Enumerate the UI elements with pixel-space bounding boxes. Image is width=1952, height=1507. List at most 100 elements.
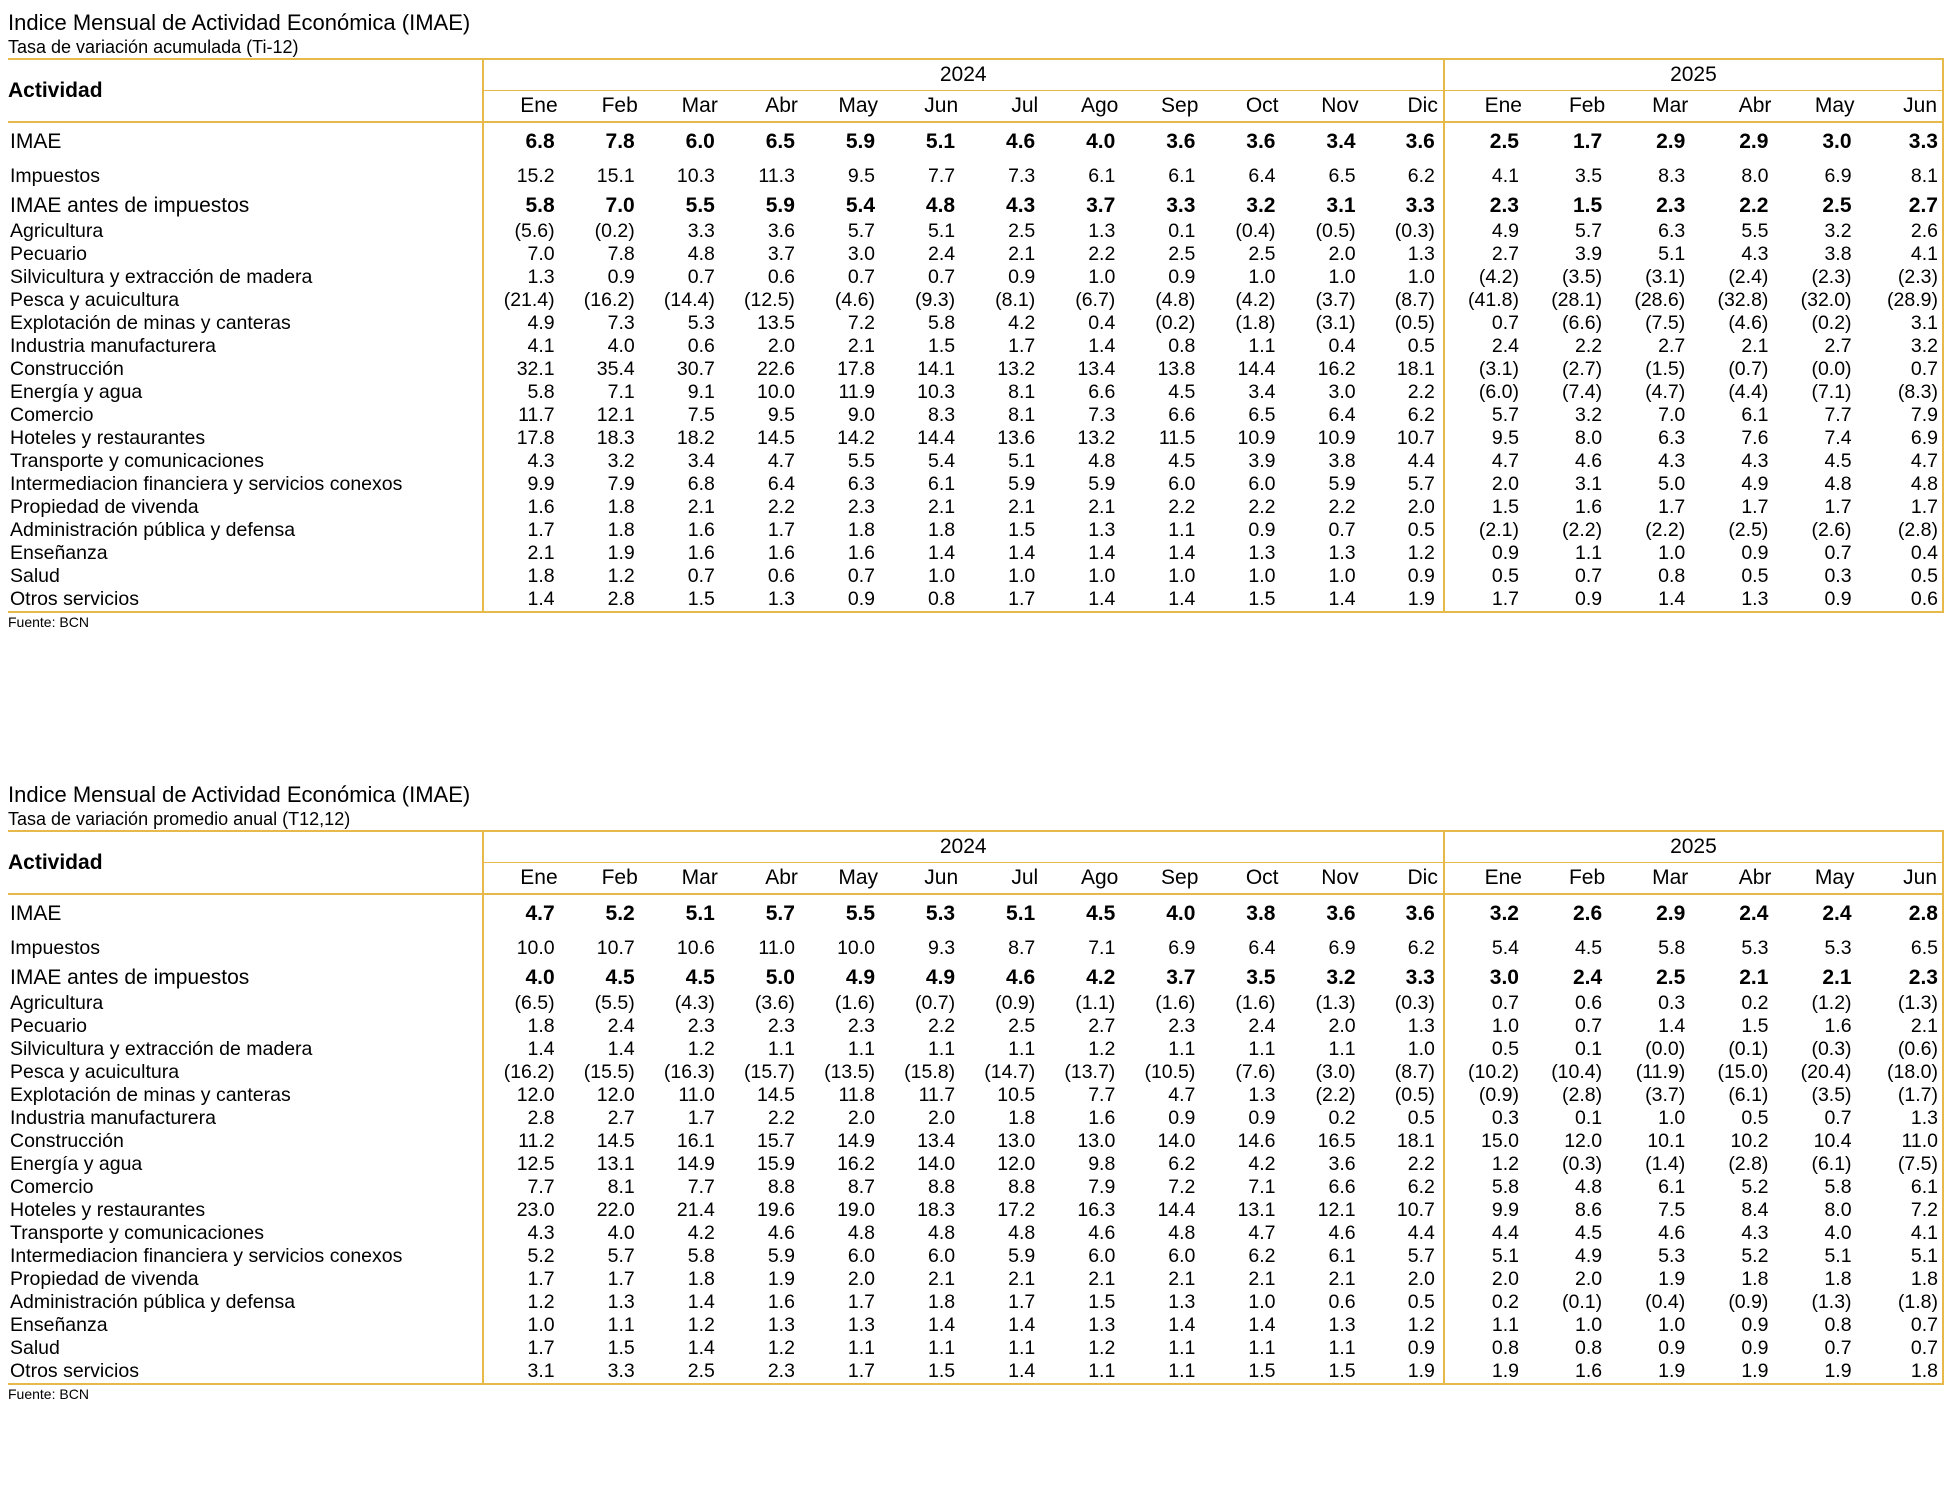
cell-2025: (0.9)	[1442, 1084, 1527, 1107]
cell-2024: 4.8	[928, 1222, 956, 1244]
month-header-2025: May	[1776, 862, 1860, 895]
cell-2024: 6.2	[1407, 936, 1435, 959]
table-row: IMAE 6.8 7.8 6.0 6.5 5.9 5.1 4.6 4.0 3.6 3.6 3.4 3.6…	[8, 122, 1945, 160]
month-header-2024: Jul	[963, 862, 1044, 895]
cell-2025: 1.1	[1575, 542, 1603, 564]
cell-2024: 10.0	[481, 932, 563, 964]
row-label: Propiedad de vivenda	[10, 1268, 199, 1290]
cell-2024: 5.3	[687, 312, 715, 334]
row-label: Agricultura	[10, 992, 104, 1014]
cell-2024: 5.5	[685, 194, 715, 217]
cell-2025: 2.6	[1572, 901, 1603, 925]
cell-2024: (14.4)	[663, 289, 715, 311]
cell-2025: 2.6	[1859, 220, 1945, 243]
cell-2024: 2.8	[562, 588, 643, 613]
cell-2025: (7.4)	[1562, 381, 1603, 403]
cell-2024: 1.4	[1168, 542, 1196, 564]
cell-2024: 3.7	[1086, 194, 1116, 217]
cell-2024: 3.0	[1328, 381, 1356, 403]
cell-2025: 3.5	[1575, 164, 1603, 187]
cell-2024: 2.1	[1248, 1268, 1276, 1290]
cell-2025: 1.7	[1658, 496, 1686, 518]
cell-2024: 4.7	[481, 894, 563, 932]
cell-2024: 0.6	[767, 565, 795, 587]
cell-2024: 5.9	[1008, 473, 1036, 495]
cell-2025: 4.0	[1824, 1222, 1852, 1244]
cell-2024: 4.0	[607, 1222, 635, 1244]
row-label: IMAE antes de impuestos	[10, 194, 250, 217]
cell-2024: (6.5)	[481, 992, 563, 1015]
cell-2024: (8.7)	[1394, 1061, 1435, 1083]
row-label: IMAE	[10, 129, 62, 153]
cell-2025: 4.1	[1442, 160, 1527, 192]
cell-2024: 7.0	[605, 194, 635, 217]
row-label: Intermediacion financiera y servicios co…	[10, 1245, 403, 1267]
cell-2024: 0.9	[1407, 565, 1435, 587]
cell-2025: 1.6	[1575, 496, 1603, 518]
cell-2025: 2.4	[1442, 335, 1527, 358]
cell-2024: 4.9	[481, 312, 563, 335]
cell-2024: 14.0	[917, 1153, 956, 1175]
cell-2025: 3.2	[1442, 894, 1527, 932]
cell-2024: 6.8	[481, 122, 563, 160]
table-row: Explotación de minas y canteras 4.9 7.3 5.3…	[8, 312, 1945, 335]
cell-2024: 1.8	[847, 519, 876, 541]
cell-2025: 0.7	[1859, 358, 1945, 381]
cell-2024: 11.0	[678, 1084, 715, 1106]
cell-2024: 3.6	[1326, 901, 1356, 925]
cell-2024: (13.7)	[1064, 1061, 1116, 1083]
cell-2024: 5.5	[847, 450, 876, 472]
month-header-2024: Jun	[883, 90, 964, 123]
cell-2024: 3.6	[1405, 901, 1435, 925]
cell-2025: 10.2	[1730, 1130, 1769, 1152]
cell-2025: 2.0	[1442, 1268, 1527, 1291]
cell-2024: 3.3	[687, 220, 715, 242]
cell-2025: (2.5)	[1728, 519, 1769, 541]
cell-2025: (7.5)	[1645, 312, 1686, 334]
cell-2024: 3.7	[1166, 966, 1196, 989]
cell-2025: 4.8	[1575, 1176, 1603, 1198]
month-header-2024: Oct	[1203, 90, 1284, 123]
cell-2024: 0.5	[1407, 1291, 1435, 1313]
cell-2025: 4.9	[1741, 473, 1769, 495]
cell-2025: 0.5	[1741, 1107, 1769, 1129]
cell-2025: (32.0)	[1800, 289, 1852, 311]
cell-2025: 6.1	[1658, 1176, 1686, 1198]
cell-2024: 1.4	[607, 1038, 635, 1060]
year-header-2025: 2025	[1442, 830, 1945, 863]
cell-2024: (15.7)	[743, 1061, 795, 1083]
cell-2025: (8.3)	[1859, 381, 1945, 404]
cell-2024: 3.2	[1326, 966, 1356, 989]
cell-2024: 1.7	[802, 1360, 884, 1385]
cell-2024: 1.5	[1203, 1360, 1284, 1385]
cell-2024: 1.4	[1008, 1314, 1036, 1336]
cell-2025: 5.1	[1442, 1245, 1527, 1268]
row-label: Enseñanza	[10, 1314, 108, 1336]
cell-2025: 1.8	[1859, 1268, 1945, 1291]
cell-2024: 4.0	[481, 964, 563, 992]
cell-2025: 2.1	[1741, 335, 1769, 357]
cell-2024: 1.1	[1248, 1038, 1276, 1060]
cell-2025: 0.7	[1575, 1015, 1603, 1037]
cell-2024: 15.2	[481, 160, 563, 192]
cell-2024: 1.9	[1363, 588, 1444, 613]
cell-2024: 6.9	[1328, 936, 1356, 959]
cell-2024: 2.3	[1168, 1015, 1196, 1037]
cell-2024: 2.1	[481, 542, 563, 565]
cell-2024: 1.8	[928, 519, 956, 541]
cell-2024: 9.0	[847, 404, 876, 426]
cell-2024: 3.6	[1405, 129, 1435, 153]
row-label: IMAE	[10, 901, 62, 925]
cell-2024: 1.1	[607, 1314, 635, 1336]
cell-2025: 9.9	[1442, 1199, 1527, 1222]
cell-2024: (5.5)	[594, 992, 635, 1014]
month-header-2024: Mar	[642, 862, 723, 895]
cell-2024: (7.6)	[1235, 1061, 1276, 1083]
cell-2024: 16.2	[837, 1153, 876, 1175]
row-label: Comercio	[10, 1176, 94, 1198]
cell-2024: 1.3	[1328, 1314, 1356, 1336]
cell-2024: 10.0	[756, 381, 795, 403]
cell-2025: (4.4)	[1728, 381, 1769, 403]
cell-2024: 3.1	[1326, 194, 1356, 217]
cell-2024: 0.7	[847, 565, 876, 587]
